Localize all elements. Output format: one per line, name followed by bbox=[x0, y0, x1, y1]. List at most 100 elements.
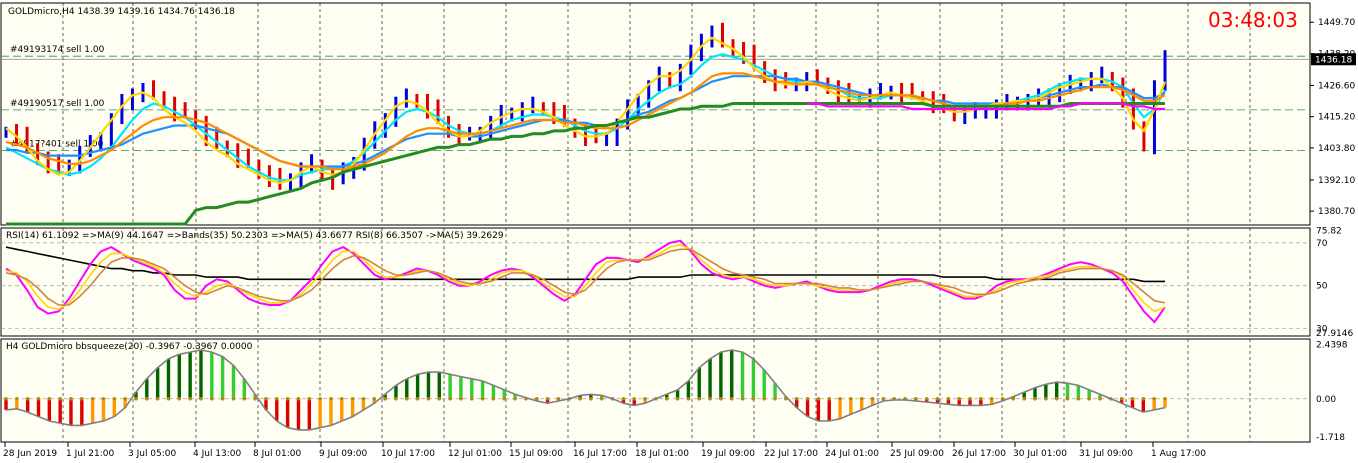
squeeze-dot bbox=[1119, 396, 1124, 401]
squeeze-dot bbox=[621, 396, 626, 401]
y-tick-label: 1415.20 bbox=[1318, 113, 1355, 123]
x-tick-label: 31 Jul 09:00 bbox=[1079, 449, 1133, 459]
squeeze-dot bbox=[773, 396, 777, 401]
squeeze-dot bbox=[15, 396, 19, 401]
x-tick-label: 24 Jul 01:00 bbox=[825, 449, 879, 459]
squeeze-dot bbox=[1011, 396, 1016, 401]
squeeze-dot bbox=[740, 396, 745, 401]
squeeze-dot bbox=[264, 396, 268, 401]
squeeze-dot bbox=[220, 396, 225, 401]
squeeze-dot bbox=[1022, 396, 1026, 401]
squeeze-dot bbox=[632, 396, 637, 401]
rsi-pane-title: RSI(14) 61.1092 =>MA(9) 44.1647 =>Bands(… bbox=[6, 231, 504, 241]
main-pane-title: GOLDmicro,H4 1438.39 1439.16 1434.76 143… bbox=[8, 7, 235, 17]
squeeze-dot bbox=[1141, 396, 1146, 401]
squeeze-dot bbox=[415, 396, 420, 401]
squeeze-dot bbox=[199, 396, 203, 401]
moving-average-line bbox=[806, 102, 1165, 111]
squeeze-dot bbox=[1000, 396, 1005, 401]
squeeze-dot bbox=[827, 396, 832, 401]
squeeze-dot bbox=[307, 396, 312, 401]
bbsqueeze-pane-content: 2.4398 0.00 -1.718 bbox=[1, 341, 1348, 443]
squeeze-dot bbox=[751, 396, 756, 401]
squeeze-dot bbox=[155, 396, 160, 401]
y-tick-label: 1449.70 bbox=[1318, 18, 1355, 28]
squeeze-dot bbox=[318, 396, 322, 401]
squeeze-dot bbox=[859, 396, 864, 401]
squeeze-dot bbox=[36, 396, 41, 401]
order-line-label: #4917?401 sell 1.00 bbox=[10, 139, 104, 149]
squeeze-dot bbox=[166, 396, 171, 401]
x-tick-label: 26 Jul 17:00 bbox=[952, 449, 1006, 459]
squeeze-dot bbox=[253, 396, 257, 401]
squeeze-dot bbox=[849, 396, 853, 401]
squeeze-dot bbox=[838, 396, 842, 401]
rsi-y-tick-label: 50 bbox=[1316, 282, 1328, 292]
x-tick-label: 12 Jul 01:00 bbox=[448, 449, 502, 459]
y-tick-label: 1380.70 bbox=[1318, 207, 1355, 217]
squeeze-dot bbox=[1087, 396, 1091, 401]
squeeze-dot bbox=[459, 396, 463, 401]
rsi-y-tick-label: 30 bbox=[1316, 325, 1328, 335]
squeeze-dot bbox=[545, 396, 550, 401]
squeeze-dot bbox=[134, 396, 138, 401]
squeeze-dot bbox=[90, 396, 95, 401]
bbs-y-tick-label: 0.00 bbox=[1316, 395, 1336, 405]
x-tick-label: 19 Jul 09:00 bbox=[701, 449, 755, 459]
squeeze-dot bbox=[145, 396, 149, 401]
squeeze-dot bbox=[329, 396, 333, 401]
squeeze-dot bbox=[426, 396, 431, 401]
squeeze-dot bbox=[25, 396, 30, 401]
squeeze-dot bbox=[534, 396, 539, 401]
squeeze-dot bbox=[914, 396, 918, 401]
squeeze-dot bbox=[599, 396, 604, 401]
squeeze-dot bbox=[242, 396, 247, 401]
squeeze-dot bbox=[123, 396, 127, 401]
rsi-y-tick-label: 75.82 bbox=[1316, 226, 1342, 236]
squeeze-dot bbox=[708, 396, 712, 401]
squeeze-dot bbox=[58, 396, 62, 401]
bbsqueeze-pane[interactable] bbox=[0, 338, 1311, 443]
rsi-pane[interactable] bbox=[0, 227, 1311, 337]
main-pane-content: 1449.701438.201426.601415.201403.801392.… bbox=[1, 18, 1356, 226]
vertical-gridlines bbox=[62, 3, 1251, 442]
squeeze-dot bbox=[794, 396, 799, 401]
y-tick-label: 1392.10 bbox=[1318, 176, 1355, 186]
squeeze-dot bbox=[924, 396, 929, 401]
current-price-label: 1436.18 bbox=[1315, 55, 1352, 65]
squeeze-dot bbox=[274, 396, 279, 401]
x-tick-label: 1 Jul 21:00 bbox=[66, 449, 115, 459]
squeeze-dot bbox=[350, 396, 355, 401]
squeeze-dot bbox=[101, 396, 106, 401]
squeeze-dot bbox=[372, 396, 377, 401]
time-axis: 28 Jun 2019 1 Jul 21:00 3 Jul 05:00 4 Jul 1… bbox=[3, 442, 1206, 459]
squeeze-dot bbox=[1098, 396, 1102, 401]
rsi-y-tick-label: 27.9146 bbox=[1316, 329, 1353, 339]
x-tick-label: 28 Jun 2019 bbox=[3, 449, 57, 459]
y-tick-label: 1403.80 bbox=[1318, 144, 1355, 154]
squeeze-dot bbox=[578, 396, 582, 401]
squeeze-dot bbox=[80, 396, 84, 401]
squeeze-dot bbox=[469, 396, 474, 401]
rsi-y-tick-label: 70 bbox=[1316, 239, 1328, 249]
x-tick-label: 10 Jul 17:00 bbox=[381, 449, 435, 459]
squeeze-dot bbox=[957, 396, 961, 401]
squeeze-dot bbox=[231, 396, 236, 401]
squeeze-dot bbox=[480, 396, 485, 401]
squeeze-dot bbox=[69, 396, 73, 401]
squeeze-dot bbox=[1152, 396, 1156, 401]
squeeze-dot bbox=[589, 396, 593, 401]
squeeze-dot bbox=[404, 396, 409, 401]
squeeze-dot bbox=[1044, 396, 1048, 401]
order-line-label: #49193174 sell 1.00 bbox=[10, 45, 105, 55]
squeeze-dot bbox=[394, 396, 398, 401]
bbs-y-tick-label: -1.718 bbox=[1316, 433, 1345, 443]
squeeze-dot bbox=[664, 396, 669, 401]
squeeze-dot bbox=[805, 396, 810, 401]
squeeze-dot bbox=[491, 396, 496, 401]
squeeze-dot bbox=[697, 396, 702, 401]
squeeze-dot bbox=[979, 396, 983, 401]
